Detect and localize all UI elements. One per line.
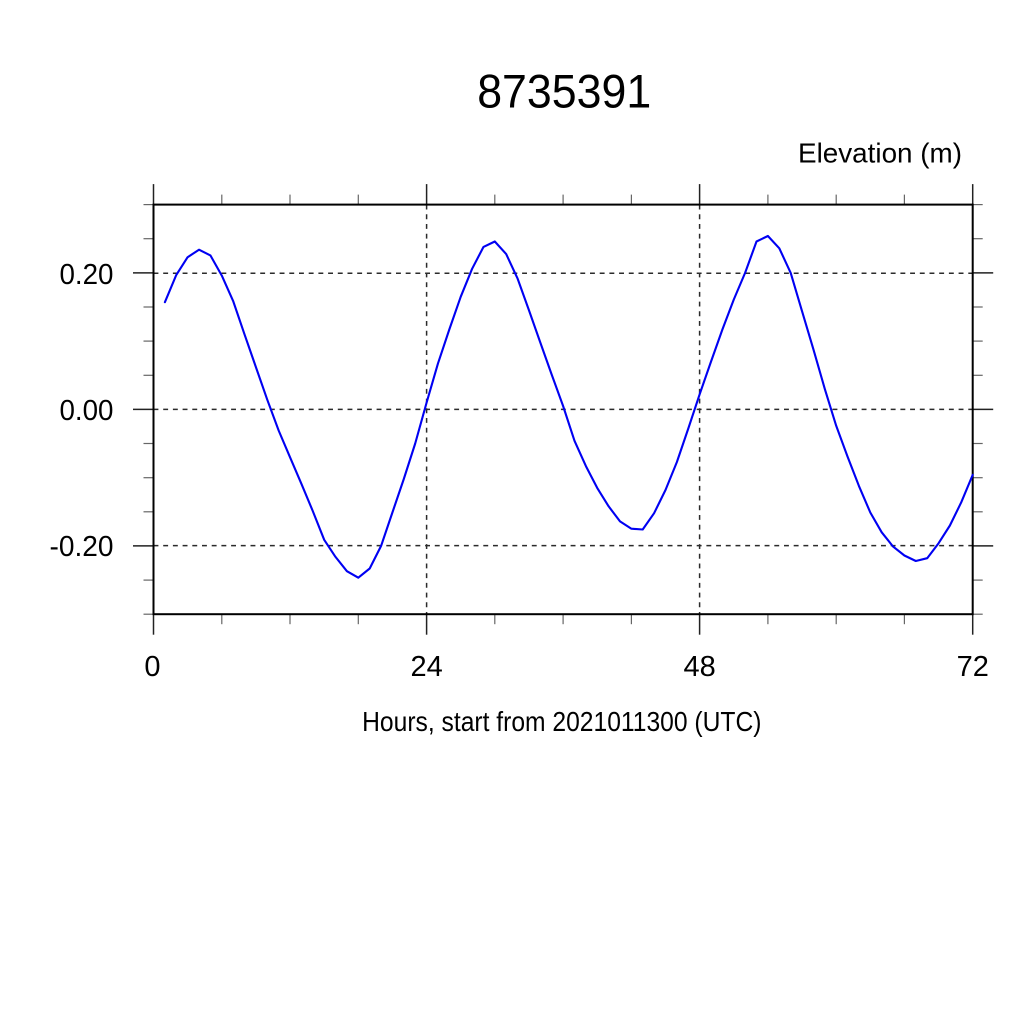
svg-text:0: 0 bbox=[144, 651, 160, 683]
svg-text:-0.20: -0.20 bbox=[50, 531, 114, 563]
svg-text:8735391: 8735391 bbox=[477, 65, 651, 118]
svg-text:0.20: 0.20 bbox=[60, 259, 114, 291]
svg-text:Elevation (m): Elevation (m) bbox=[798, 138, 962, 169]
svg-text:Hours, start from 2021011300 (: Hours, start from 2021011300 (UTC) bbox=[362, 706, 761, 737]
svg-text:72: 72 bbox=[957, 651, 989, 683]
svg-text:48: 48 bbox=[683, 651, 715, 683]
svg-text:24: 24 bbox=[410, 651, 442, 683]
svg-text:0.00: 0.00 bbox=[60, 395, 114, 427]
